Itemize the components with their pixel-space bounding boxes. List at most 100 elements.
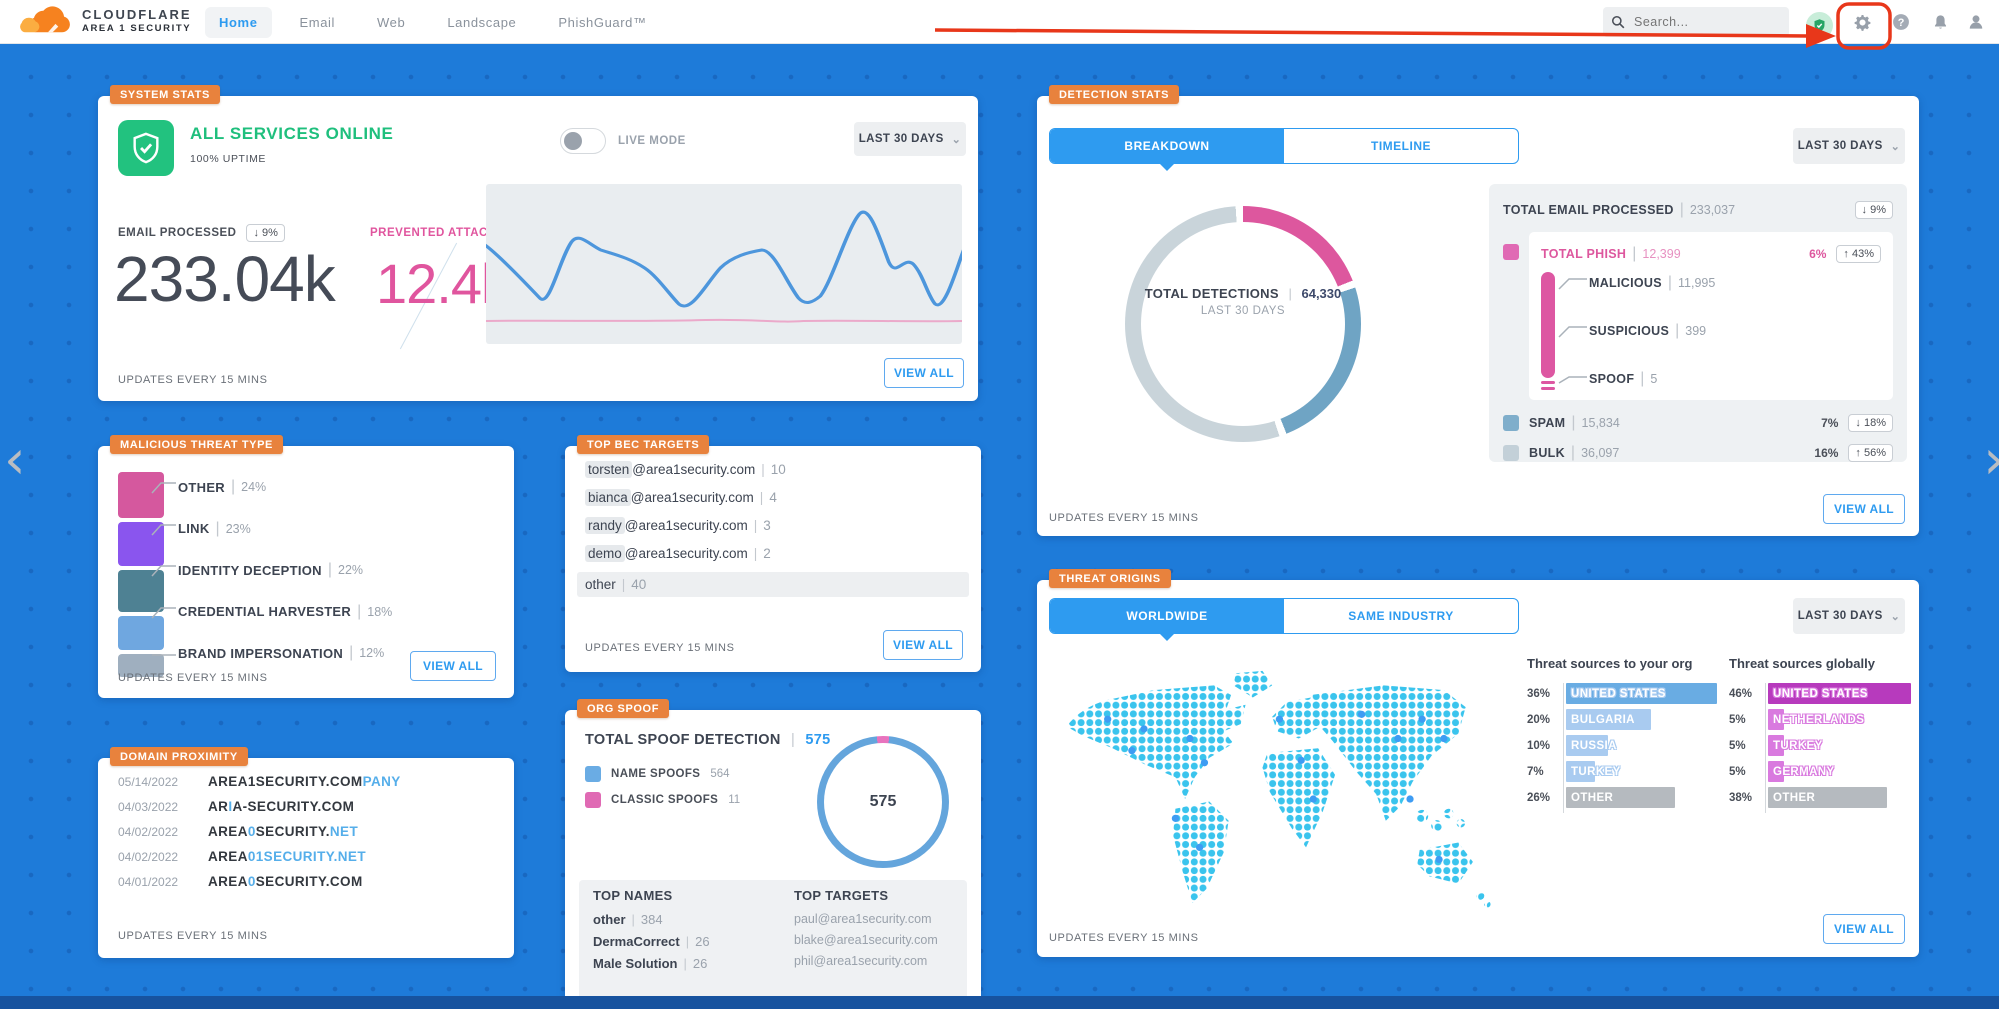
bar-other: OTHER — [1566, 787, 1675, 808]
primary-nav: Home Email Web Landscape PhishGuard™ — [205, 0, 661, 44]
phish-bar-stripe — [1541, 387, 1555, 390]
top-bec-targets-badge: TOP BEC TARGETS — [577, 435, 710, 454]
domain-row[interactable]: 04/02/2022 AREA0SECURITY.NET — [118, 824, 401, 839]
tab-breakdown[interactable]: BREAKDOWN — [1050, 129, 1284, 171]
detection-stats-badge: DETECTION STATS — [1049, 85, 1180, 104]
domain-row[interactable]: 04/03/2022 ARIA-SECURITY.COM — [118, 799, 401, 814]
bec-row[interactable]: torsten @area1security.com | 10 — [577, 460, 969, 479]
phish-bar-main — [1541, 272, 1555, 378]
live-mode-toggle[interactable] — [560, 128, 606, 154]
nav-item-email[interactable]: Email — [299, 14, 336, 30]
top-targets-title: TOP TARGETS — [794, 888, 889, 903]
bec-row[interactable]: demo @area1security.com | 2 — [577, 544, 969, 563]
bar-united-states: UNITED STATES — [1768, 683, 1911, 704]
org-sources-title: Threat sources to your org — [1527, 656, 1693, 671]
threat-type-view-all-button[interactable]: VIEW ALL — [410, 651, 496, 681]
global-sources-chart: 46% 5% 5% 5% 38% UNITED STATES NETHERLAN… — [1729, 683, 1911, 813]
org-spoof-badge: ORG SPOOF — [577, 699, 670, 718]
bell-icon — [1934, 14, 1946, 29]
tab-timeline[interactable]: TIMELINE — [1371, 139, 1431, 153]
top-name-row: DermaCorrect | 26 — [593, 934, 710, 949]
carousel-left-chevron-icon[interactable]: ‹ — [4, 428, 26, 491]
donut-center-row: TOTAL DETECTIONS | 64,330 — [1144, 285, 1342, 301]
updates-text: UPDATES EVERY 15 MINS — [118, 672, 268, 684]
org-spoof-total: 575 — [805, 732, 831, 748]
bec-user: torsten — [585, 461, 633, 478]
detection-stats-tabs: BREAKDOWN TIMELINE — [1049, 128, 1519, 171]
org-spoof-donut-chart: 575 — [817, 736, 949, 868]
top-name-row: Male Solution | 26 — [593, 956, 708, 971]
spam-row: SPAM | 15,834 7% ↓ 18% — [1503, 408, 1893, 438]
svg-text:?: ? — [1898, 17, 1905, 29]
top-target-row: blake@area1security.com — [794, 933, 938, 947]
threat-type-stacked-bar — [118, 472, 164, 677]
tab-same-industry[interactable]: SAME INDUSTRY — [1348, 609, 1454, 623]
search-icon — [1611, 15, 1625, 29]
bottom-accent-bar — [0, 996, 1999, 1009]
bec-list: torsten @area1security.com | 10 bianca @are… — [577, 460, 969, 597]
nav-item-home[interactable]: Home — [205, 6, 272, 38]
bec-view-all-button[interactable]: VIEW ALL — [883, 630, 963, 660]
bec-domain: @area1security.com — [624, 518, 748, 533]
legend-row-name-spoofs: NAME SPOOFS 564 — [585, 766, 740, 782]
legend-row-classic-spoofs: CLASSIC SPOOFS 11 — [585, 792, 740, 808]
bar-netherlands: NETHERLANDS — [1768, 709, 1864, 730]
system-stats-view-all-button[interactable]: VIEW ALL — [884, 358, 964, 388]
cloudflare-logo-icon — [20, 6, 70, 33]
user-icon — [1969, 15, 1983, 29]
domain-date: 04/01/2022 — [118, 874, 179, 889]
threat-label: LINK — [178, 521, 210, 536]
bec-row[interactable]: bianca @area1security.com | 4 — [577, 488, 969, 507]
bar-germany: GERMANY — [1768, 761, 1834, 782]
updates-text: UPDATES EVERY 15 MINS — [118, 374, 268, 386]
spam-label: SPAM — [1529, 416, 1566, 430]
domain-row[interactable]: 04/01/2022 AREA0SECURITY.COM — [118, 874, 401, 889]
search-input[interactable] — [1632, 14, 1762, 30]
gear-icon — [1854, 14, 1870, 31]
email-processed-header: EMAIL PROCESSED ↓ 9% — [118, 224, 285, 242]
detections-donut-chart: TOTAL DETECTIONS | 64,330 LAST 30 DAYS — [1125, 206, 1361, 442]
bec-other-label: other — [585, 577, 616, 592]
brand-line1: CLOUDFLARE — [82, 7, 192, 22]
nav-item-landscape[interactable]: Landscape — [447, 14, 517, 30]
detection-stats-range-dropdown[interactable]: LAST 30 DAYS ⌄ — [1793, 128, 1905, 164]
nav-item-web[interactable]: Web — [377, 14, 406, 30]
detection-stats-view-all-button[interactable]: VIEW ALL — [1823, 494, 1905, 524]
protection-status-badge — [1806, 12, 1833, 39]
connector-line — [1558, 376, 1587, 384]
threat-origins-range-dropdown[interactable]: LAST 30 DAYS ⌄ — [1793, 598, 1905, 634]
help-button[interactable]: ? — [1888, 9, 1914, 35]
account-button[interactable] — [1963, 9, 1989, 35]
settings-button[interactable] — [1849, 9, 1875, 35]
bar-united-states: UNITED STATES — [1566, 683, 1717, 704]
threat-origins-view-all-button[interactable]: VIEW ALL — [1823, 914, 1905, 944]
bec-row-other[interactable]: other | 40 — [577, 572, 969, 597]
domain-date: 04/03/2022 — [118, 799, 179, 814]
nav-item-phishguard[interactable]: PhishGuard™ — [558, 14, 647, 30]
org-spoof-legend: NAME SPOOFS 564 CLASSIC SPOOFS 11 — [585, 766, 740, 808]
threat-origins-badge: THREAT ORIGINS — [1049, 569, 1171, 588]
search-box[interactable] — [1603, 7, 1789, 37]
attacks-line-series — [486, 318, 962, 323]
legend-swatch — [585, 792, 601, 808]
top-targets-list: paul@area1security.com blake@area1securi… — [794, 912, 938, 968]
carousel-right-chevron-icon[interactable]: › — [1983, 428, 1999, 491]
tab-worldwide[interactable]: WORLDWIDE — [1050, 599, 1284, 641]
spam-swatch — [1503, 415, 1519, 431]
bec-user: bianca — [585, 489, 631, 506]
domain-text: AREA0SECURITY.NET — [208, 824, 359, 839]
bec-row[interactable]: randy @area1security.com | 3 — [577, 516, 969, 535]
email-volume-sparkline-chart — [486, 184, 962, 344]
domain-row[interactable]: 05/14/2022 AREA1SECURITY.COMPANY — [118, 774, 401, 789]
threat-origins-tabs: WORLDWIDE SAME INDUSTRY — [1049, 598, 1519, 641]
donut-center-value: 575 — [869, 793, 897, 810]
notifications-button[interactable] — [1927, 9, 1953, 35]
top-bec-targets-card: TOP BEC TARGETS torsten @area1security.co… — [565, 435, 981, 672]
domain-row[interactable]: 04/02/2022 AREA01SECURITY.NET — [118, 849, 401, 864]
threat-label: BRAND IMPERSONATION — [178, 645, 344, 661]
domain-proximity-badge: DOMAIN PROXIMITY — [110, 747, 248, 766]
system-stats-range-dropdown[interactable]: LAST 30 DAYS ⌄ — [854, 122, 966, 156]
domain-text: ARIA-SECURITY.COM — [208, 799, 355, 814]
bec-domain: @area1security.com — [624, 546, 748, 561]
